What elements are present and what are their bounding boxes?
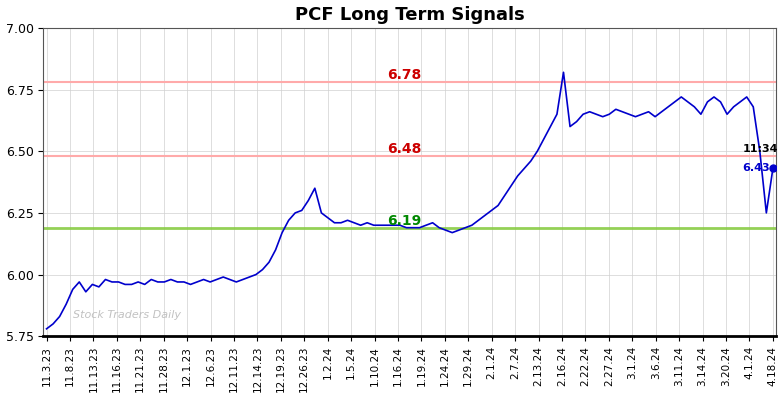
Text: Stock Traders Daily: Stock Traders Daily bbox=[73, 310, 180, 320]
Text: 6.19: 6.19 bbox=[387, 214, 421, 228]
Text: 6.48: 6.48 bbox=[387, 142, 421, 156]
Bar bbox=[43, 81, 776, 84]
Text: 6.43: 6.43 bbox=[742, 163, 770, 173]
Text: 6.78: 6.78 bbox=[387, 68, 421, 82]
Bar bbox=[43, 155, 776, 157]
Title: PCF Long Term Signals: PCF Long Term Signals bbox=[295, 6, 524, 23]
Text: 11:34: 11:34 bbox=[742, 144, 778, 154]
